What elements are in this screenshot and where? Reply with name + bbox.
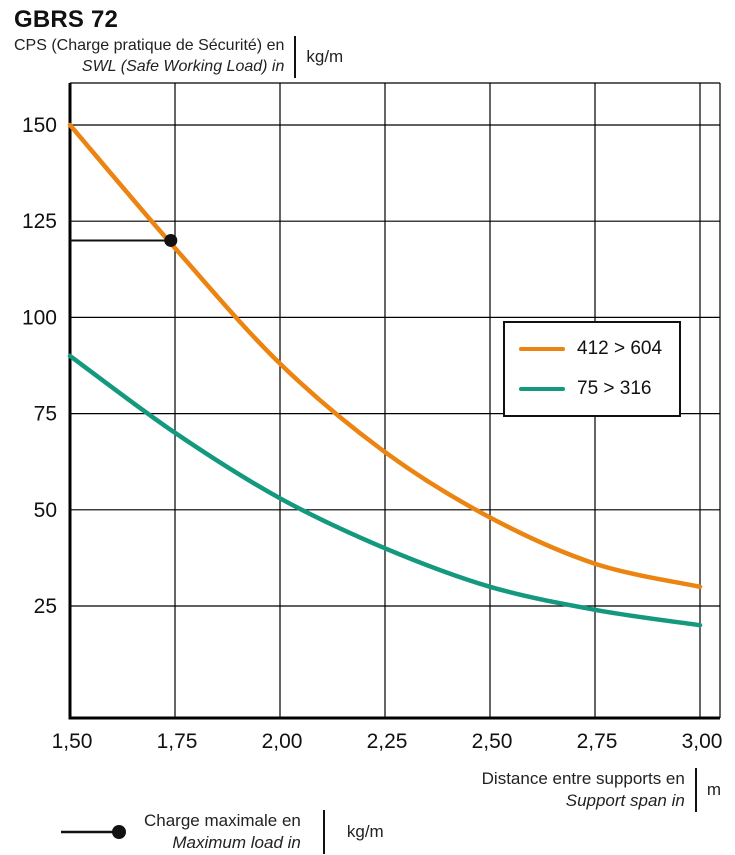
svg-text:2,50: 2,50 [472,730,513,753]
svg-text:2,25: 2,25 [367,730,408,753]
chart-header: GBRS 72 CPS (Charge pratique de Sécurité… [0,0,735,78]
x-axis-unit: m [706,780,721,800]
svg-text:25: 25 [34,595,57,618]
x-axis-label-line2: Support span in [565,791,685,811]
y-axis-label-text: CPS (Charge pratique de Sécurité) en SWL… [14,36,284,78]
max-load-legend: Charge maximale en Maximum load in kg/m [60,810,384,855]
series-line-swatch-icon [519,346,565,351]
svg-text:50: 50 [34,498,57,521]
svg-text:2,75: 2,75 [577,730,618,753]
chart-area: 25 50 75 100 125 150 1,50 1,75 2,00 2,25 2,50 2,75 3… [0,78,735,753]
x-axis-label: Distance entre supports en Support span … [482,768,721,813]
unit-divider [294,36,297,78]
series-line-swatch-icon [519,386,565,391]
unit-divider [694,768,697,813]
x-axis-label-text: Distance entre supports en Support span … [482,768,685,812]
load-capacity-chart: 25 50 75 100 125 150 1,50 1,75 2,00 2,25 2,50 2,75 3… [22,81,723,753]
max-load-marker-icon [61,825,126,840]
legend-label: 75 > 316 [577,377,652,399]
svg-text:75: 75 [34,402,57,425]
svg-text:3,00: 3,00 [682,730,723,753]
legend-item: 412 > 604 [505,329,679,369]
chart-title: GBRS 72 [14,6,119,33]
max-load-legend-line1: Charge maximale en [144,811,301,830]
legend-item: 75 > 316 [505,369,679,409]
svg-text:125: 125 [22,210,57,233]
y-axis-label: CPS (Charge pratique de Sécurité) en SWL… [14,36,343,78]
svg-text:1,50: 1,50 [52,730,93,753]
svg-text:1,75: 1,75 [157,730,198,753]
svg-text:150: 150 [22,114,57,137]
svg-text:100: 100 [22,306,57,329]
svg-text:2,00: 2,00 [262,730,303,753]
x-axis-label-line1: Distance entre supports en [481,769,685,788]
max-load-unit: kg/m [346,822,384,842]
max-load-legend-text: Charge maximale en Maximum load in [144,810,301,854]
y-axis-label-line2: SWL (Safe Working Load) in [81,57,285,75]
chart-legend: 412 > 604 75 > 316 [503,320,681,417]
y-axis-label-line1: CPS (Charge pratique de Sécurité) en [14,37,285,54]
y-axis-unit: kg/m [306,46,344,66]
unit-divider [322,810,325,855]
max-load-legend-line2: Maximum load in [172,833,301,853]
legend-label: 412 > 604 [577,337,663,359]
